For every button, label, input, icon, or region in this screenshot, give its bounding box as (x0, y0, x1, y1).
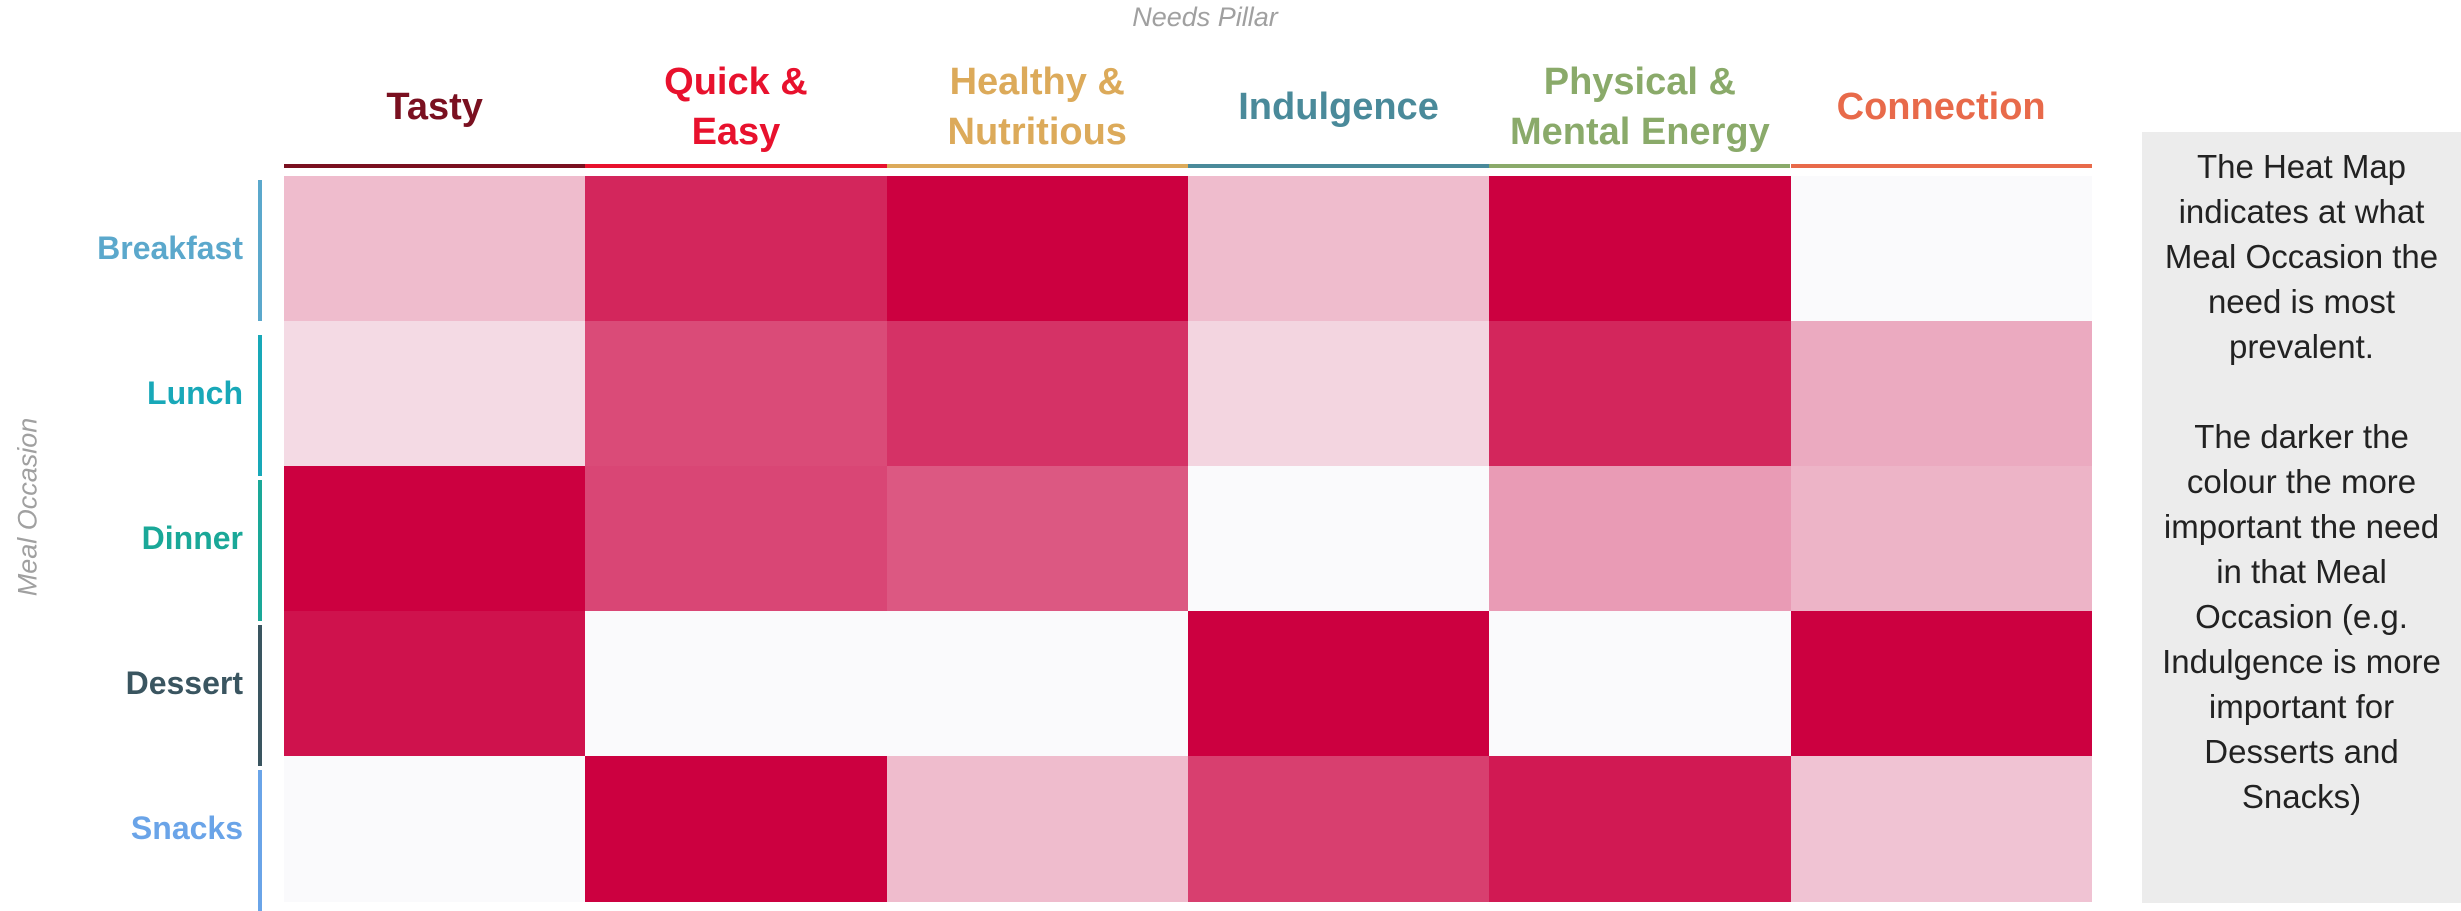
note-text: The darker the colour the more important… (2162, 418, 2441, 815)
row-label: Breakfast (97, 230, 243, 266)
note-box: The Heat Map indicates at what Meal Occa… (2142, 132, 2461, 903)
heatmap-cell (585, 321, 888, 467)
column-header: Healthy & Nutritious (947, 61, 1127, 153)
row-bar (258, 625, 262, 766)
note-text: The Heat Map indicates at what Meal Occa… (2164, 148, 2439, 365)
heatmap-cell (1790, 176, 2093, 322)
heatmap-cell (886, 611, 1189, 757)
x-axis-label: Needs Pillar (1132, 2, 1278, 32)
heatmap-cell (886, 176, 1189, 322)
heatmap-cell (284, 611, 586, 757)
row-bar (258, 480, 262, 621)
column-underline (1489, 164, 1791, 168)
column-underline (1790, 164, 2092, 168)
heatmap-cell (1790, 321, 2093, 467)
heatmap-cell (1187, 321, 1490, 467)
heatmap-cell (585, 176, 888, 322)
row-label: Dessert (125, 665, 243, 701)
heatmap-cell (1790, 756, 2093, 902)
heatmap-cell (284, 321, 586, 467)
column-underline (886, 164, 1188, 168)
heatmap-cell (284, 466, 586, 612)
row-label: Snacks (130, 810, 243, 846)
column-underline (1187, 164, 1490, 168)
heatmap-cell (284, 756, 586, 902)
row-label: Lunch (147, 375, 243, 411)
column-header: Connection (1836, 86, 2046, 128)
heatmap-cell (1489, 611, 1791, 757)
heatmap-cell (585, 611, 888, 757)
column-header: Quick & Easy (664, 61, 808, 153)
column-header: Physical & Mental Energy (1509, 61, 1770, 153)
row-bar (258, 770, 262, 911)
heatmap-cell (886, 756, 1189, 902)
column-underline (284, 164, 586, 168)
heatmap-cell (284, 176, 586, 322)
heatmap-cell (1187, 466, 1490, 612)
heatmap-cell (1187, 756, 1490, 902)
heatmap-cell (1489, 176, 1791, 322)
row-bar (258, 335, 262, 476)
heatmap-cell (1489, 466, 1791, 612)
heatmap-cell (886, 466, 1189, 612)
heatmap-cell (585, 756, 888, 902)
heatmap-cell (886, 321, 1189, 467)
heatmap-cell (1489, 321, 1791, 467)
row-bar (258, 180, 262, 321)
heatmap-cell (1790, 611, 2093, 757)
column-underline (585, 164, 887, 168)
column-header: Indulgence (1238, 86, 1439, 128)
heatmap-cell (1187, 611, 1490, 757)
heatmap-cell (585, 466, 888, 612)
heatmap-cell (1790, 466, 2093, 612)
heatmap-cell (1187, 176, 1490, 322)
heatmap-cell (1489, 756, 1791, 902)
row-label: Dinner (141, 520, 243, 556)
column-header: Tasty (386, 86, 483, 128)
